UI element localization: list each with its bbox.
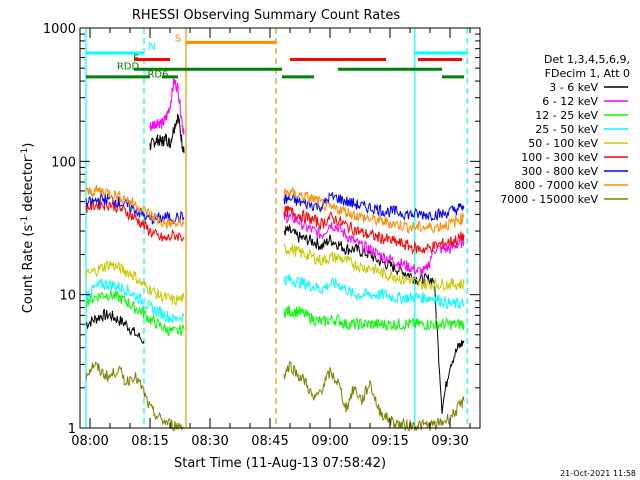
legend-entry-label: 7000 - 15000 keV <box>500 193 598 206</box>
series-line-8-1 <box>283 361 465 432</box>
y-tick-label: 1 <box>68 422 76 437</box>
y-tick-label: 1000 <box>43 22 76 37</box>
annotation-s: S <box>175 34 181 45</box>
chart-title: RHESSI Observing Summary Count Rates <box>132 8 401 23</box>
series-line-4-0 <box>85 260 185 307</box>
series-line-7-0 <box>85 184 185 229</box>
x-tick-label: 08:00 <box>71 434 108 449</box>
x-tick-label: 09:00 <box>311 434 348 449</box>
annotation-f: F <box>133 54 139 65</box>
legend-entry-label: 6 - 12 keV <box>542 95 598 108</box>
x-tick-label: 09:30 <box>431 434 468 449</box>
axis-ticks: 1 10 100 1000 08:00 08:15 08:30 08:45 09:00 09:15… <box>43 22 480 449</box>
y-tick-label: 100 <box>51 155 76 170</box>
x-axis-label: Start Time (11-Aug-13 07:58:42) <box>174 456 386 471</box>
legend-entry-label: 800 - 7000 keV <box>514 179 598 192</box>
series-line-5-0 <box>85 198 185 243</box>
x-tick-label: 08:15 <box>131 434 168 449</box>
x-tick-label: 09:15 <box>371 434 408 449</box>
series-line-7-1 <box>283 186 465 234</box>
legend: Det 1,3,4,5,6,9,FDecim 1, Att 03 - 6 keV… <box>500 53 630 206</box>
x-tick-label: 08:45 <box>251 434 288 449</box>
x-tick-label: 08:30 <box>191 434 228 449</box>
legend-entry-label: 50 - 100 keV <box>528 137 598 150</box>
legend-entry-label: 3 - 6 keV <box>549 81 598 94</box>
annotation-rd6: RD6 <box>147 70 168 81</box>
series-line-2-1 <box>283 305 465 332</box>
y-tick-label: 10 <box>59 289 76 304</box>
annotation-rdd: RDD <box>117 61 140 72</box>
y-axis-label: Count Rate (s-1 detector-1) <box>20 143 36 314</box>
annotation-n: N <box>148 41 155 52</box>
legend-header-1: Det 1,3,4,5,6,9, <box>544 53 630 66</box>
series-line-3-0 <box>85 278 185 325</box>
legend-entry-label: 12 - 25 keV <box>535 109 598 122</box>
series-line-0-1 <box>149 113 185 154</box>
series-line-0-0 <box>85 308 145 345</box>
plot-frame <box>79 27 481 429</box>
series-line-2-0 <box>85 289 185 337</box>
timestamp: 21-Oct-2021 11:58 <box>560 469 636 478</box>
series-line-6-1 <box>283 191 465 222</box>
legend-entry-label: 300 - 800 keV <box>521 165 598 178</box>
series-line-4-1 <box>283 243 465 291</box>
series-line-5-1 <box>283 205 465 255</box>
legend-header-2: FDecim 1, Att 0 <box>545 67 630 80</box>
series-line-1-1 <box>283 211 465 277</box>
series-line-1-0 <box>149 78 185 135</box>
legend-entry-label: 25 - 50 keV <box>535 123 598 136</box>
series-line-8-0 <box>85 361 185 432</box>
legend-entry-label: 100 - 300 keV <box>521 151 598 164</box>
series-line-3-1 <box>283 273 465 310</box>
series-line-6-0 <box>85 192 185 225</box>
